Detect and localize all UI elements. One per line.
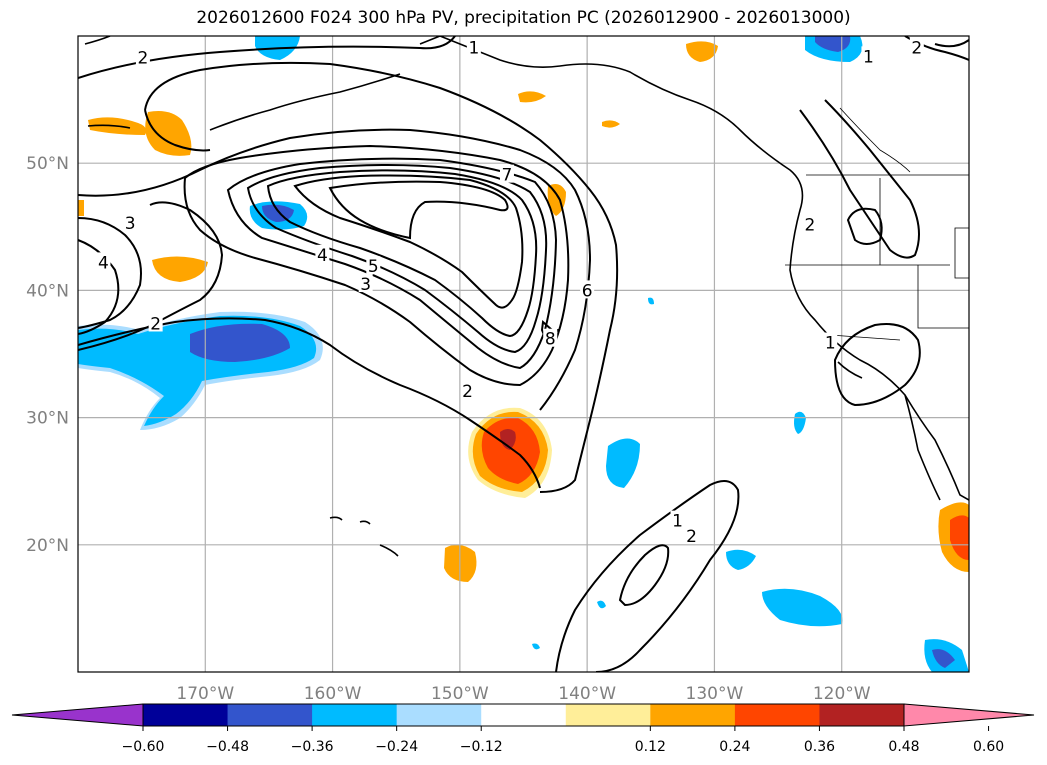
colorbar <box>11 703 1035 727</box>
colorbar-segment-6 <box>650 704 736 726</box>
contour-label: 7 <box>502 166 513 186</box>
colorbar-segment-4 <box>481 704 567 726</box>
colorbar-segment-0 <box>143 704 229 726</box>
lon-tick-label: 160°W <box>304 684 362 704</box>
coastlines <box>84 36 969 557</box>
contour-label: 2 <box>138 49 149 69</box>
contour-label-bg <box>315 244 330 263</box>
contour-label: 2 <box>150 314 161 334</box>
colorbar-segment-8 <box>819 704 905 726</box>
colorbar-frame <box>142 703 905 727</box>
contour-label: 2 <box>462 382 473 402</box>
colorbar-segment-1 <box>227 704 313 726</box>
contour-label-bg <box>802 214 817 233</box>
contour-label: 1 <box>672 512 683 532</box>
lat-tick-label: 30°N <box>26 409 69 429</box>
contour-label: 2 <box>804 215 815 235</box>
colorbar-tick-label: −0.48 <box>206 739 249 755</box>
contour-label: 4 <box>317 246 328 266</box>
political-borders <box>785 107 969 341</box>
contour-label-bg <box>670 510 685 529</box>
contour-label: 3 <box>125 214 136 234</box>
contour-label-bg <box>123 212 138 231</box>
colorbar-tick-label: 0.24 <box>719 739 750 755</box>
colorbar-extend-high <box>903 703 1035 727</box>
colorbar-segment-3 <box>396 704 482 726</box>
contour-label-bg <box>543 328 558 347</box>
map-frame <box>77 35 970 673</box>
contour-label: 1 <box>863 47 874 67</box>
map-title: 2026012600 F024 300 hPa PV, precipitatio… <box>196 8 851 28</box>
colorbar-tick-label: 0.12 <box>635 739 666 755</box>
lon-tick-label: 130°W <box>686 684 744 704</box>
contour-label: 1 <box>468 38 479 58</box>
lon-tick-label: 120°W <box>813 684 871 704</box>
contour-label-bg <box>909 37 924 56</box>
colorbar-tick-label: −0.24 <box>375 739 418 755</box>
colorbar-tick-label: −0.36 <box>291 739 334 755</box>
contour-label-bg <box>135 47 150 66</box>
contour-label: 3 <box>360 275 371 295</box>
colorbar-tick-label: 0.48 <box>888 739 919 755</box>
contour-label: 2 <box>686 527 697 547</box>
lon-tick-label: 140°W <box>558 684 616 704</box>
contour-label-bg <box>366 256 381 275</box>
contour-label: 1 <box>825 334 836 354</box>
contour-label-bg <box>580 280 595 299</box>
colorbar-segment-5 <box>565 704 651 726</box>
contour-label-bg <box>460 380 475 399</box>
lat-tick-label: 50°N <box>26 154 69 174</box>
contour-label-bg <box>466 37 481 56</box>
contour-label-bg <box>861 46 876 65</box>
pv-contours <box>78 36 969 672</box>
contour-label: 4 <box>98 253 109 273</box>
contour-label: 6 <box>582 281 593 301</box>
map-gridlines <box>78 36 969 672</box>
contour-label: 5 <box>368 257 379 277</box>
colorbar-tick-label: −0.12 <box>460 739 503 755</box>
colorbar-tick-label: 0.60 <box>973 739 1004 755</box>
precip-positive-areas <box>78 41 969 582</box>
lat-tick-label: 40°N <box>26 281 69 301</box>
colorbar-tick-label: −0.60 <box>122 739 165 755</box>
colorbar-extend-low <box>11 703 144 727</box>
contour-label: 8 <box>545 330 556 350</box>
colorbar-tick-label: 0.36 <box>804 739 835 755</box>
contour-label-bg <box>358 274 373 293</box>
colorbar-segment-2 <box>312 704 398 726</box>
contour-label-bg <box>684 525 699 544</box>
lon-tick-label: 170°W <box>176 684 234 704</box>
lon-tick-label: 150°W <box>431 684 489 704</box>
colorbar-segment-7 <box>734 704 820 726</box>
contour-label-bg <box>823 332 838 351</box>
contour-label-bg <box>96 252 111 271</box>
precip-negative-areas <box>78 36 969 672</box>
contour-label-bg <box>499 164 514 183</box>
contour-label: 2 <box>911 38 922 58</box>
lat-tick-label: 20°N <box>26 536 69 556</box>
contour-label-bg <box>148 313 163 332</box>
